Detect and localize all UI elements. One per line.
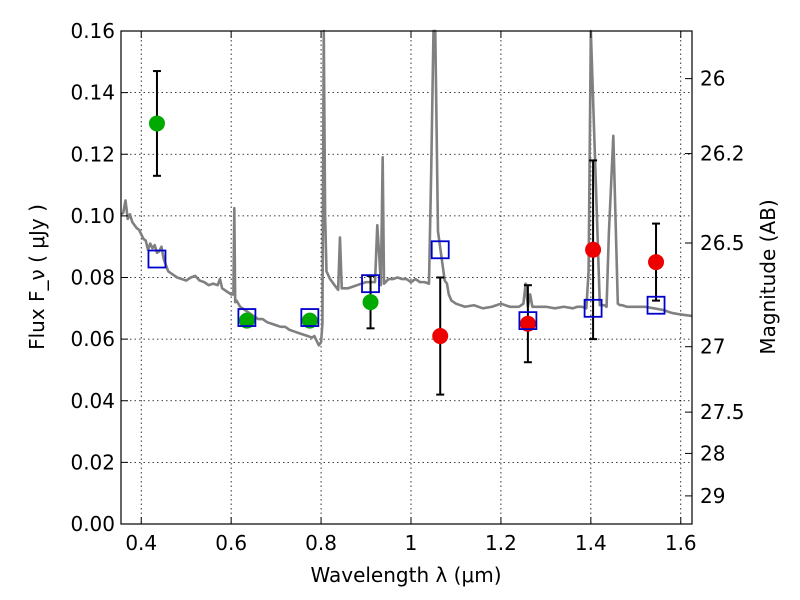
- data-markers: [147, 70, 666, 396]
- model-square-marker: [361, 274, 380, 294]
- data-point: [519, 315, 536, 332]
- x-tick-label: 1.6: [665, 531, 697, 555]
- model-square-marker: [430, 240, 450, 260]
- y-tick-label: 0.00: [70, 512, 115, 536]
- model-square-marker: [518, 311, 538, 331]
- y2-tick-labels: 26 26.2 26.5 27 27.5 28 29: [700, 67, 745, 508]
- axis-ticks: [121, 30, 692, 525]
- y-tick-label: 0.08: [70, 266, 115, 290]
- y-tick-label: 0.16: [70, 19, 115, 43]
- y-tick-labels: 0.00 0.02 0.04 0.06 0.08 0.10 0.12 0.14 0.16: [70, 19, 115, 536]
- data-point: [432, 328, 449, 345]
- grid-lines: [121, 30, 692, 525]
- y2-tick-label: 27.5: [700, 400, 745, 424]
- x-tick-label: 0.4: [125, 531, 157, 555]
- data-point: [585, 241, 602, 258]
- x-tick-label: 1.2: [485, 531, 517, 555]
- model-square-marker: [147, 249, 167, 269]
- data-point: [301, 312, 318, 329]
- y2-tick-label: 26.5: [700, 231, 745, 255]
- y2-tick-label: 26: [700, 67, 725, 91]
- data-point: [148, 115, 165, 132]
- x-axis-label: Wavelength λ (μm): [310, 563, 501, 587]
- y-tick-label: 0.12: [70, 142, 115, 166]
- y2-tick-label: 29: [700, 484, 725, 508]
- data-point: [238, 312, 255, 329]
- y2-tick-label: 26.2: [700, 142, 745, 166]
- x-tick-label: 1: [405, 531, 418, 555]
- y-tick-label: 0.10: [70, 204, 115, 228]
- y-tick-label: 0.14: [70, 81, 115, 105]
- data-point: [362, 294, 379, 311]
- y2-axis-label: Magnitude (AB): [756, 199, 780, 354]
- model-spectrum: [120, 29, 693, 347]
- x-tick-labels: 0.4 0.6 0.8 1 1.2 1.4 1.6: [125, 531, 696, 555]
- y-tick-label: 0.04: [70, 389, 115, 413]
- x-tick-label: 0.6: [215, 531, 247, 555]
- data-point: [648, 254, 665, 271]
- y-axis-label: Flux F_ν ( μJy ): [25, 204, 49, 350]
- y2-tick-label: 28: [700, 441, 725, 465]
- model-square-marker: [300, 308, 320, 327]
- y-tick-label: 0.02: [70, 450, 115, 474]
- model-square-marker: [646, 295, 666, 315]
- y-tick-label: 0.06: [70, 327, 115, 351]
- x-tick-label: 0.8: [305, 531, 337, 555]
- x-tick-label: 1.4: [575, 531, 607, 555]
- model-spectrum-line: [120, 29, 693, 347]
- model-square-marker: [583, 298, 603, 318]
- y2-tick-label: 27: [700, 335, 725, 359]
- model-square-marker: [237, 308, 257, 327]
